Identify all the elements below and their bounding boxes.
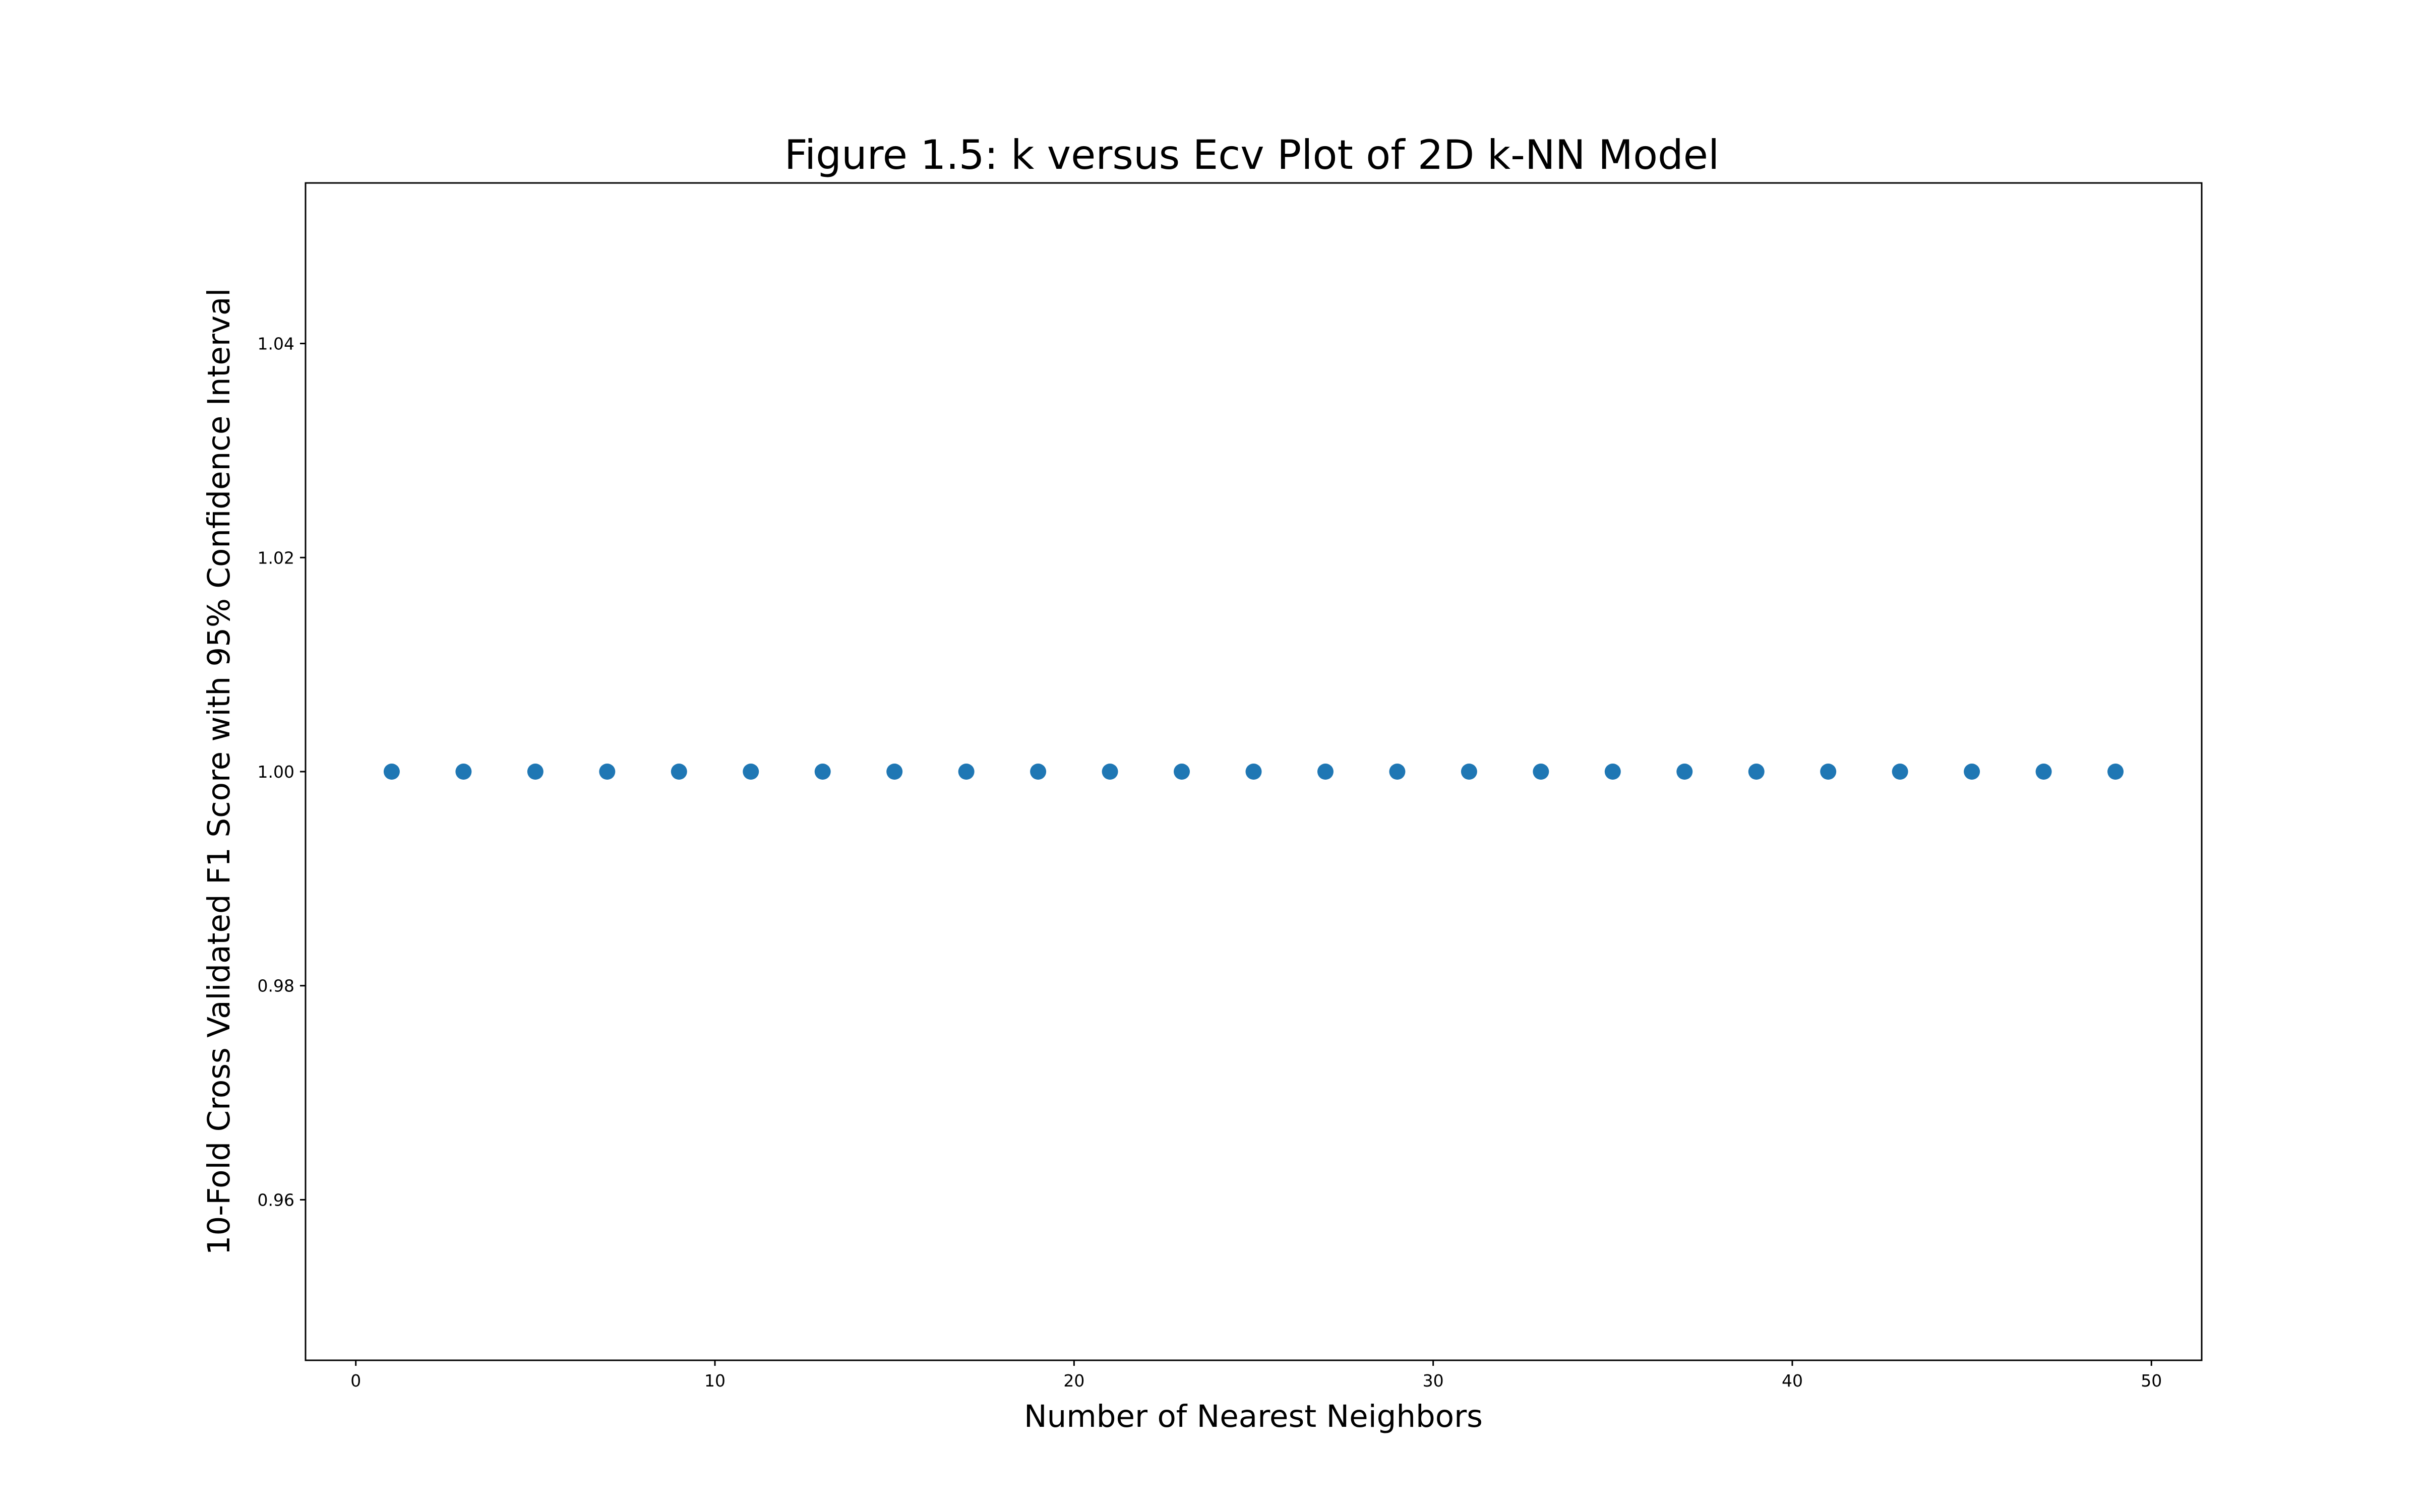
data-point (1892, 764, 1908, 780)
y-axis-label: 10-Fold Cross Validated F1 Score with 95… (201, 288, 237, 1255)
data-point (958, 764, 975, 780)
data-point (1317, 764, 1334, 780)
x-tick-label: 40 (1782, 1371, 1803, 1391)
data-point (743, 764, 759, 780)
data-point (1604, 764, 1621, 780)
data-point (671, 764, 687, 780)
data-point (1676, 764, 1693, 780)
data-point (1245, 764, 1262, 780)
data-point (1174, 764, 1190, 780)
x-tick-label: 0 (350, 1371, 361, 1391)
data-point (455, 764, 472, 780)
data-point (1748, 764, 1765, 780)
data-point (527, 764, 543, 780)
data-point (1102, 764, 1118, 780)
x-axis-label: Number of Nearest Neighbors (1024, 1399, 1483, 1434)
y-tick-label: 0.98 (258, 976, 294, 996)
chart-title: Figure 1.5: k versus Ecv Plot of 2D k-NN… (784, 132, 1720, 178)
data-point (599, 764, 616, 780)
x-tick-label: 20 (1063, 1371, 1084, 1391)
y-tick-label: 1.00 (258, 762, 294, 782)
x-tick-label: 30 (1423, 1371, 1444, 1391)
data-point (1533, 764, 1549, 780)
y-tick-label: 1.04 (258, 334, 294, 354)
scatter-series (383, 764, 2124, 780)
plot-area-frame (305, 182, 2203, 1361)
data-point (1820, 764, 1837, 780)
y-axis-ticks: 0.96 0.98 1.00 1.02 1.04 (258, 334, 306, 1210)
x-axis-ticks: 0 10 20 30 40 50 (350, 1360, 2162, 1391)
y-tick-label: 1.02 (258, 548, 294, 568)
data-point (2035, 764, 2052, 780)
x-tick-label: 50 (2141, 1371, 2162, 1391)
data-point (1389, 764, 1406, 780)
y-tick-label: 0.96 (258, 1190, 294, 1210)
data-point (886, 764, 903, 780)
data-point (1461, 764, 1477, 780)
data-point (814, 764, 831, 780)
data-point (2107, 764, 2124, 780)
data-point (1964, 764, 1980, 780)
x-tick-label: 10 (704, 1371, 725, 1391)
data-point (383, 764, 400, 780)
data-point (1030, 764, 1047, 780)
